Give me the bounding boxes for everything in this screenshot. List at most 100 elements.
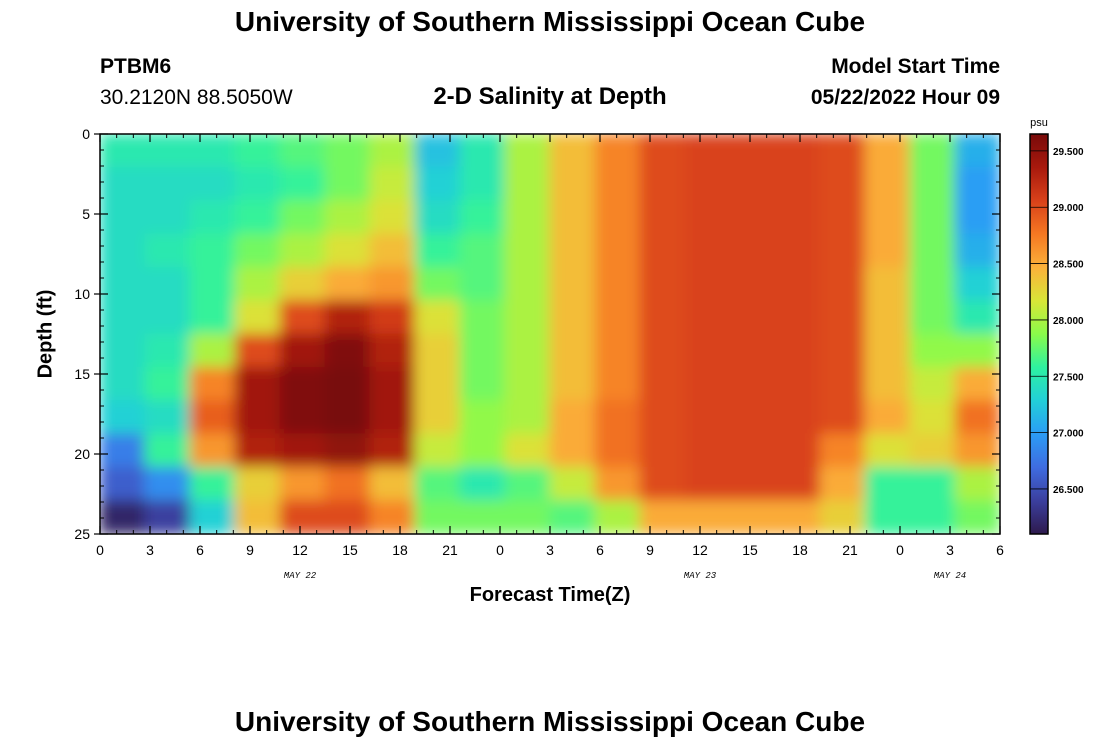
heatmap-cell [864, 166, 911, 202]
heatmap-cell [234, 200, 281, 235]
heatmap-cell [819, 433, 866, 468]
heatmap-cell [909, 266, 956, 302]
heatmap-cell [189, 333, 236, 368]
heatmap-cell [819, 200, 866, 235]
heatmap-cell [819, 233, 866, 268]
heatmap-cell [549, 300, 596, 335]
heatmap-cell [414, 333, 461, 368]
heatmap-cell [594, 433, 641, 468]
heatmap-cell [909, 433, 956, 468]
heatmap-cell [594, 233, 641, 268]
x-tick-label: 0 [896, 542, 904, 558]
heatmap-cell [594, 300, 641, 335]
heatmap-cell [279, 466, 326, 502]
heatmap-cell [774, 134, 821, 168]
heatmap-cell [504, 466, 551, 502]
heatmap-cell [279, 200, 326, 235]
heatmap-cell [639, 166, 686, 202]
y-tick-label: 10 [74, 286, 90, 302]
colorbar-scale [1029, 133, 1049, 535]
heatmap-cell [909, 166, 956, 202]
heatmap-cell [729, 366, 776, 402]
heatmap-cell [100, 233, 146, 268]
heatmap-cell [504, 134, 551, 168]
model-start-value: 05/22/2022 Hour 09 [810, 86, 1000, 109]
heatmap-cell [729, 166, 776, 202]
heatmap-cell [369, 400, 416, 435]
heatmap-cell [279, 400, 326, 435]
heatmap-cell [504, 200, 551, 235]
heatmap-cell [909, 134, 956, 168]
heatmap-cell [729, 134, 776, 168]
heatmap-cell [504, 500, 551, 534]
heatmap-cell [729, 466, 776, 502]
heatmap-cell [324, 466, 371, 502]
heatmap-cell [100, 200, 146, 235]
heatmap-cell [864, 333, 911, 368]
heatmap-cell [459, 500, 506, 534]
heatmap-cell [819, 266, 866, 302]
heatmap-cell [684, 500, 731, 534]
heatmap-cell [414, 500, 461, 534]
heatmap-cell [909, 233, 956, 268]
heatmap-cell [234, 366, 281, 402]
heatmap-cell [459, 233, 506, 268]
heatmap-cell [774, 433, 821, 468]
heatmap-cell [729, 333, 776, 368]
heatmap-cell [819, 300, 866, 335]
x-axis-label: Forecast Time(Z) [469, 584, 631, 606]
heatmap-cell [549, 134, 596, 168]
heatmap-cell [549, 166, 596, 202]
heatmap-cell [909, 333, 956, 368]
heatmap-cell [909, 400, 956, 435]
heatmap-cell [504, 166, 551, 202]
x-tick-label: 12 [692, 542, 708, 558]
heatmap-cell [684, 400, 731, 435]
heatmap-cell [234, 134, 281, 168]
heatmap-cell [459, 266, 506, 302]
heatmap-cell [504, 233, 551, 268]
heatmap-cell [459, 134, 506, 168]
heatmap-cell [100, 166, 146, 202]
heatmap-cell [684, 433, 731, 468]
heatmap-cell [909, 366, 956, 402]
heatmap-cell [324, 300, 371, 335]
heatmap-cell [639, 466, 686, 502]
heatmap-cell [414, 166, 461, 202]
heatmap-cell [189, 166, 236, 202]
heatmap-cell [864, 400, 911, 435]
heatmap-cell [234, 400, 281, 435]
heatmap-cell [774, 466, 821, 502]
heatmap-cell [549, 466, 596, 502]
heatmap-cell [549, 400, 596, 435]
heatmap-cell [684, 266, 731, 302]
date-label: MAY 23 [684, 571, 717, 581]
heatmap-cell [549, 200, 596, 235]
heatmap-cell [774, 233, 821, 268]
heatmap-cell [954, 166, 1000, 202]
heatmap-cell [549, 500, 596, 534]
heatmap-cell [684, 200, 731, 235]
heatmap-cell [864, 500, 911, 534]
date-label: MAY 22 [284, 571, 317, 581]
heatmap-cell [504, 366, 551, 402]
x-tick-label: 0 [96, 542, 104, 558]
heatmap-cell [279, 266, 326, 302]
heatmap-cell [234, 300, 281, 335]
heatmap-cell [909, 500, 956, 534]
heatmap-cell [279, 166, 326, 202]
heatmap-cell [234, 233, 281, 268]
heatmap-cell [234, 500, 281, 534]
heatmap-cell [639, 366, 686, 402]
x-tick-label: 18 [392, 542, 408, 558]
heatmap-cell [504, 433, 551, 468]
heatmap-cell [684, 333, 731, 368]
heatmap-cell [324, 200, 371, 235]
heatmap-cell [144, 500, 191, 534]
heatmap-cell [819, 400, 866, 435]
heatmap-cell [639, 134, 686, 168]
heatmap-cell [414, 233, 461, 268]
x-tick-label: 9 [246, 542, 254, 558]
heatmap-cell [639, 333, 686, 368]
